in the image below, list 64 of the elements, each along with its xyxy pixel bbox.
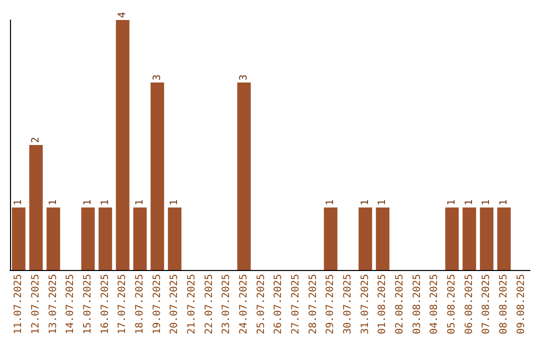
x-tick-label: 11.07.2025 [13,274,24,334]
bar [237,82,251,270]
x-tick-label: 17.07.2025 [117,274,128,334]
bar [81,208,95,270]
data-label: 1 [325,199,336,206]
data-label: 1 [100,199,111,206]
bar [445,208,459,270]
data-label: 1 [48,199,59,206]
x-tick-label: 19.07.2025 [152,274,163,334]
x-tick-label: 13.07.2025 [48,274,59,334]
x-tick-label: 21.07.2025 [186,274,198,334]
x-tick-label: 14.07.2025 [65,274,76,334]
x-tick-label: 07.08.2025 [481,274,492,334]
x-tick-label: 12.07.2025 [30,274,42,334]
data-label: 1 [82,199,94,206]
data-label: 1 [464,199,475,206]
bar [497,208,511,270]
x-tick-label: 02.08.2025 [394,274,406,334]
data-label: 1 [481,199,492,206]
bar [168,208,182,270]
x-tick-label: 28.07.2025 [308,274,319,334]
x-tick-label: 27.07.2025 [290,274,302,334]
data-label: 3 [238,74,250,80]
x-tick-label: 25.07.2025 [256,274,267,334]
x-tick-label: 01.08.2025 [377,274,388,334]
bar [98,208,112,270]
bar [12,208,26,270]
x-tick-label: 26.07.2025 [273,274,284,334]
x-tick-label: 05.08.2025 [446,274,458,334]
bar [376,208,390,270]
x-tick-label: 31.07.2025 [360,274,371,334]
data-label: 1 [360,199,371,206]
bar [324,208,338,270]
x-tick-label: 08.08.2025 [498,274,510,334]
data-label: 1 [377,199,388,206]
bar [116,20,130,270]
data-label: 3 [152,74,163,80]
x-tick-label: 04.08.2025 [429,274,440,334]
x-tick-label: 15.07.2025 [82,274,94,334]
bar [462,208,476,270]
x-tick-label: 09.08.2025 [516,274,527,334]
x-tick-label: 06.08.2025 [464,274,475,334]
x-tick-label: 03.08.2025 [412,274,423,334]
x-tick-label: 24.07.2025 [238,274,250,334]
bar [150,82,164,270]
x-tick-label: 29.07.2025 [325,274,336,334]
data-label: 1 [169,199,180,206]
data-label: 4 [117,12,128,18]
x-tick-label: 18.07.2025 [134,274,146,334]
data-label: 1 [446,199,458,206]
x-tick-label: 20.07.2025 [169,274,180,334]
data-label: 1 [134,199,146,206]
bar [480,208,494,270]
x-tick-label: 22.07.2025 [204,274,215,334]
x-tick-label: 16.07.2025 [100,274,111,334]
data-label: 1 [498,199,510,206]
data-label: 2 [30,136,42,143]
x-tick-label: 23.07.2025 [221,274,232,334]
bar [358,208,372,270]
x-tick-label: 30.07.2025 [342,274,354,334]
bar [29,145,43,270]
bar [46,208,60,270]
bar [133,208,147,270]
data-label: 1 [13,199,24,206]
